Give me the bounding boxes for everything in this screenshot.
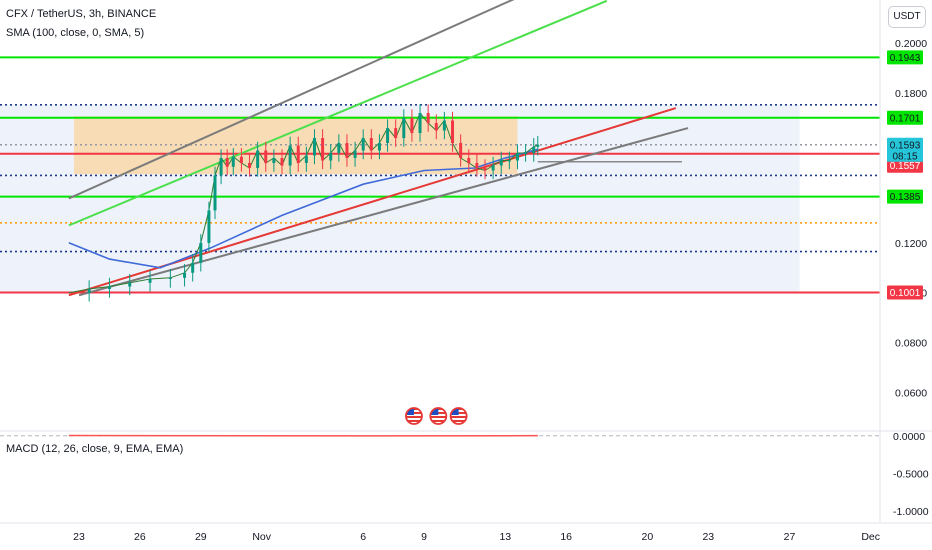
- candle-body-46: [499, 160, 503, 166]
- x-tick-label-11: Dec: [861, 531, 880, 543]
- x-tick-label-1: 26: [134, 531, 146, 543]
- candle-body-29: [361, 138, 365, 151]
- candle-body-7: [191, 262, 195, 273]
- candle-body-41: [459, 143, 463, 158]
- candle-body-43: [475, 162, 479, 168]
- candle-body-31: [377, 143, 381, 151]
- candle-body-42: [467, 157, 471, 163]
- candle-body-51: [536, 144, 540, 147]
- candle-body-5: [168, 277, 172, 280]
- candle-body-15: [248, 162, 252, 168]
- price-badge-2: [887, 137, 923, 152]
- candle-body-24: [321, 138, 325, 161]
- macd-tick-label-0: 0.0000: [893, 431, 925, 443]
- candle-body-40: [451, 120, 455, 144]
- candle-body-18: [272, 157, 276, 163]
- candle-body-38: [434, 123, 438, 131]
- macd-tick-label-2: -1.0000: [893, 506, 929, 518]
- candle-body-50: [532, 146, 536, 153]
- candle-body-27: [345, 143, 349, 158]
- x-tick-label-3: Nov: [252, 531, 271, 543]
- price-badge-label-3: 0.1557: [890, 161, 921, 172]
- x-tick-label-9: 23: [702, 531, 714, 543]
- countdown-label: 08:15: [892, 151, 917, 162]
- symbol-legend[interactable]: CFX / TetherUS, 3h, BINANCE: [6, 8, 157, 20]
- candle-body-44: [483, 167, 487, 171]
- us-flag-icon-0: [405, 407, 423, 425]
- price-line: [68, 112, 539, 294]
- y-tick-label-5: 0.0600: [895, 388, 927, 400]
- candle-body-28: [353, 150, 357, 158]
- x-tick-label-2: 29: [195, 531, 207, 543]
- y-tick-label-4: 0.0800: [895, 338, 927, 350]
- x-tick-label-5: 9: [421, 531, 427, 543]
- candle-body-14: [239, 156, 243, 163]
- candle-body-37: [426, 113, 430, 124]
- candle-body-8: [199, 242, 203, 263]
- candle-body-1: [87, 289, 91, 293]
- candle-body-26: [337, 143, 341, 153]
- candle-body-12: [225, 157, 229, 167]
- price-badge-label-2: 0.1593: [890, 140, 921, 151]
- candle-body-16: [256, 150, 260, 168]
- candle-body-33: [394, 128, 398, 139]
- price-badge-5: [887, 285, 923, 300]
- candle-body-22: [304, 155, 308, 163]
- x-tick-label-10: 27: [784, 531, 796, 543]
- candle-body-20: [288, 145, 292, 166]
- candle-body-9: [207, 210, 211, 243]
- price-badge-label-4: 0.1385: [890, 192, 921, 203]
- us-flag-icon-1: [429, 407, 448, 425]
- candle-body-47: [507, 160, 511, 162]
- candle-body-3: [128, 282, 132, 287]
- candle-body-49: [524, 152, 528, 154]
- candle-body-36: [418, 113, 422, 134]
- candle-body-32: [386, 128, 390, 144]
- candle-body-19: [280, 157, 284, 166]
- channel-line-upper-gray: [68, 0, 515, 200]
- price-badge-label-1: 0.1701: [890, 113, 921, 124]
- macd-legend[interactable]: MACD (12, 26, close, 9, EMA, EMA): [6, 443, 184, 455]
- candle-body-17: [264, 150, 268, 163]
- price-badge-4: [887, 189, 923, 204]
- candle-body-48: [515, 152, 519, 161]
- candle-body-10: [213, 175, 217, 211]
- channel-line-upper-green: [68, 0, 608, 227]
- y-tick-label-0: 0.2000: [895, 38, 927, 50]
- candle-body-4: [148, 279, 152, 283]
- candle-body-11: [219, 157, 223, 176]
- price-badge-label-0: 0.1943: [890, 53, 921, 64]
- currency-button[interactable]: USDT: [888, 6, 926, 28]
- x-tick-label-8: 20: [642, 531, 654, 543]
- x-tick-label-7: 16: [560, 531, 572, 543]
- candle-body-34: [402, 118, 406, 139]
- price-badge-3: [887, 158, 923, 173]
- candle-body-2: [107, 286, 111, 290]
- candle-body-21: [296, 145, 300, 163]
- macd-tick-label-1: -0.5000: [893, 468, 929, 480]
- y-tick-label-1: 0.1800: [895, 88, 927, 100]
- candle-body-6: [183, 272, 187, 278]
- candle-body-35: [410, 118, 414, 134]
- channel-line-lower-gray: [78, 127, 689, 297]
- price-badge-1: [887, 110, 923, 125]
- y-tick-label-2: 0.1200: [895, 238, 927, 250]
- us-flag-icon-2: [449, 407, 468, 425]
- x-tick-label-0: 23: [73, 531, 85, 543]
- price-badge-label-5: 0.1001: [890, 288, 921, 299]
- x-tick-label-6: 13: [499, 531, 511, 543]
- sma-line: [68, 148, 539, 269]
- candle-body-30: [369, 138, 373, 151]
- candle-body-13: [231, 156, 235, 167]
- x-tick-label-4: 6: [360, 531, 366, 543]
- price-badge-0: [887, 50, 923, 65]
- countdown-badge: [887, 149, 923, 162]
- candle-body-45: [491, 165, 495, 171]
- candle-body-23: [312, 138, 316, 156]
- sma-legend[interactable]: SMA (100, close, 0, SMA, 5): [6, 27, 145, 39]
- candle-body-25: [329, 152, 333, 161]
- candle-body-39: [442, 120, 446, 131]
